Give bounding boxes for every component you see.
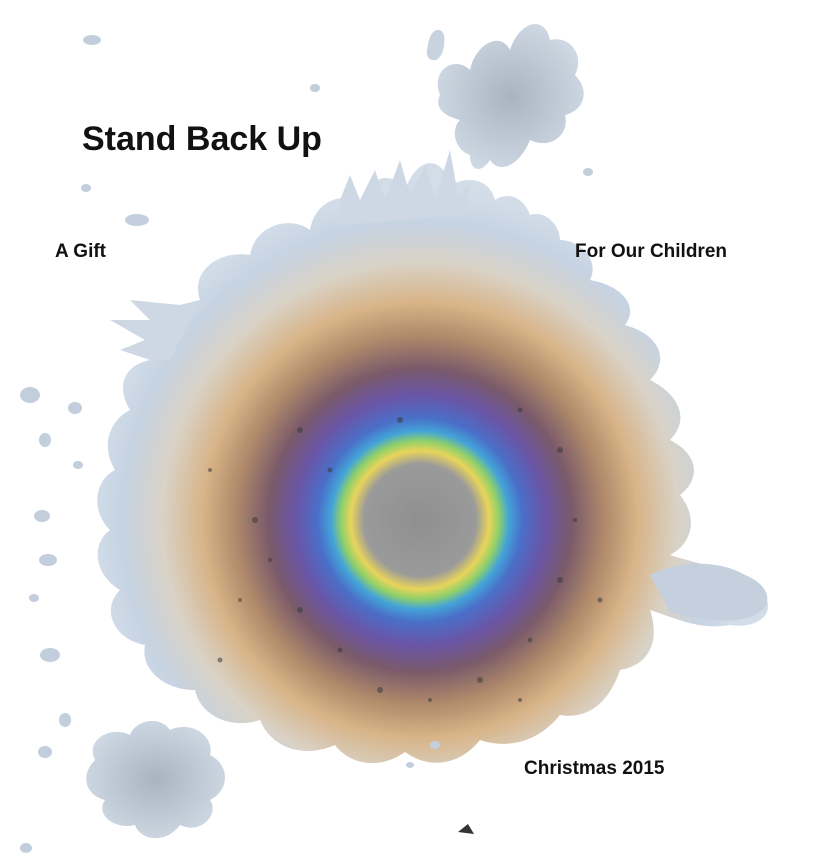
oil-slick-main-splash	[97, 163, 769, 764]
texture-speckles	[208, 407, 603, 702]
footer-date: Christmas 2015	[524, 758, 665, 779]
subtitle-right: For Our Children	[575, 241, 727, 262]
oil-slick-top-fleck	[426, 29, 445, 61]
subtitle-left: A Gift	[55, 241, 107, 262]
oil-slick-right-arm	[650, 563, 768, 621]
page-title: Stand Back Up	[82, 120, 322, 158]
splash-edge-top	[340, 150, 470, 225]
oil-slick-lower-left-fragment	[86, 720, 225, 839]
scattered-droplets	[20, 35, 593, 853]
dark-fleck	[458, 824, 474, 834]
oil-slick-upper-drip	[437, 23, 584, 170]
splash-edge-left	[110, 300, 200, 360]
